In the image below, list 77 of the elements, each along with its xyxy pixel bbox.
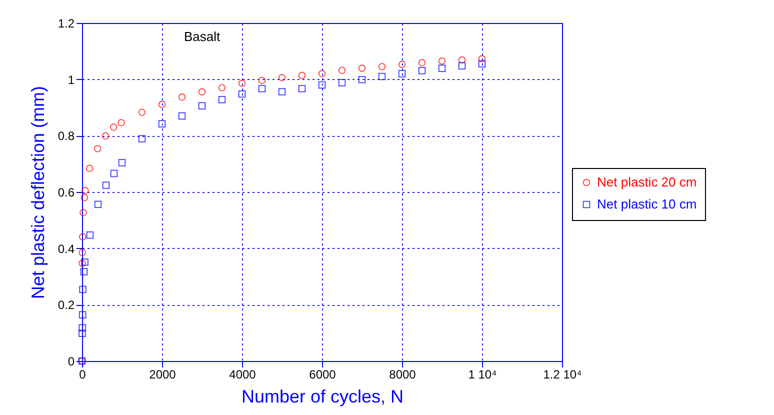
point [158, 100, 166, 108]
point [258, 84, 266, 92]
point [418, 59, 426, 66]
point [86, 164, 94, 172]
point [94, 200, 102, 208]
point [82, 186, 89, 194]
point [102, 182, 110, 189]
point [198, 102, 206, 110]
point [158, 120, 166, 128]
point [110, 124, 118, 131]
y-tick-label: 1 [68, 72, 75, 87]
point [94, 144, 102, 152]
point [398, 70, 406, 78]
point [298, 84, 306, 92]
x-tick-label: 6000 [309, 368, 336, 382]
point [78, 260, 86, 267]
y-tick-label: 0.8 [58, 129, 75, 144]
point [78, 324, 86, 332]
point [478, 60, 486, 68]
point [378, 63, 386, 70]
point [218, 84, 226, 92]
point [218, 96, 226, 104]
point [102, 132, 110, 140]
point [138, 108, 146, 116]
y-tick-label: 0.4 [58, 242, 75, 256]
point [78, 233, 86, 240]
point [78, 248, 86, 256]
point [278, 74, 286, 82]
y-tick-label: 0.6 [58, 186, 75, 200]
point [338, 79, 346, 86]
y-tick-label: 1.2 [58, 16, 75, 30]
x-tick-label: 1 10⁴ [468, 368, 497, 382]
point [138, 135, 146, 142]
point [238, 80, 246, 87]
point [458, 56, 466, 64]
annotation: Basalt [184, 29, 220, 44]
point [80, 208, 87, 216]
point [378, 72, 386, 80]
point [81, 258, 88, 266]
x-tick-label: 8000 [389, 368, 416, 382]
point [178, 112, 186, 120]
legend-label: Net plastic 20 cm [597, 174, 697, 190]
point [398, 60, 406, 68]
point [418, 66, 426, 74]
x-tick-label: 0 [79, 368, 86, 382]
point [198, 88, 206, 96]
legend-label: Net plastic 10 cm [597, 196, 697, 212]
x-tick-label: 4000 [229, 368, 256, 382]
point [258, 76, 266, 84]
point [318, 70, 326, 78]
point [80, 194, 88, 202]
y-axis-title: Net plastic deflection (mm) [28, 86, 48, 300]
x-tick-label: 1.2 10⁴ [543, 368, 582, 382]
y-tick-label: 0 [68, 354, 75, 368]
point [78, 311, 86, 318]
point [298, 72, 306, 80]
point [86, 231, 94, 239]
point [278, 88, 286, 96]
point [318, 81, 326, 89]
point [118, 119, 125, 126]
point [80, 268, 88, 276]
point [438, 64, 446, 72]
point [358, 64, 366, 72]
point [110, 170, 118, 178]
point [238, 90, 246, 98]
x-axis-title: Number of cycles, N [241, 386, 404, 406]
point [338, 66, 346, 74]
point [458, 62, 466, 70]
point [178, 93, 186, 101]
point [478, 55, 486, 62]
y-tick-label: 0.2 [58, 298, 75, 312]
point [358, 76, 366, 84]
point [78, 330, 86, 338]
point [79, 286, 86, 294]
point [118, 159, 126, 166]
x-tick-label: 2000 [149, 368, 176, 382]
point [438, 57, 446, 65]
